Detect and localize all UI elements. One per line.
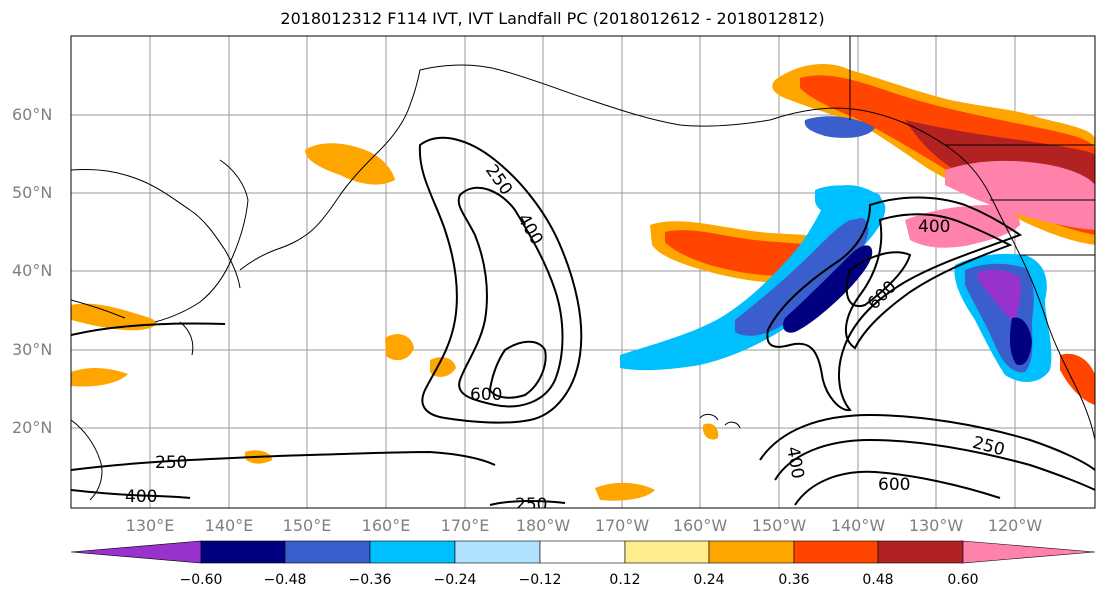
lon-label: 150°W <box>751 516 807 535</box>
colorbar-tick-label: −0.36 <box>348 572 392 588</box>
map-title: 2018012312 F114 IVT, IVT Landfall PC (20… <box>280 9 825 28</box>
lon-label: 170°W <box>594 516 650 535</box>
colorbar-tick-label: −0.60 <box>179 572 223 588</box>
negative-anomaly-ne <box>815 185 881 220</box>
contour-label: 600 <box>470 385 502 405</box>
lon-label: 150°E <box>282 516 332 535</box>
contour-250-south <box>489 499 566 506</box>
colorbar-segment <box>793 540 879 564</box>
contour-label: 250 <box>515 495 547 515</box>
positive-patch-3 <box>595 482 655 501</box>
lat-label: 20°N <box>12 418 53 437</box>
lat-label: 60°N <box>12 105 53 124</box>
negative-anomaly-band-mid <box>735 217 869 336</box>
colorbar-tick-label: 0.60 <box>947 572 979 588</box>
positive-patch-kamchatka <box>305 143 395 185</box>
lat-label: 50°N <box>12 183 53 202</box>
lon-label: 180°W <box>515 516 571 535</box>
lon-label: 160°E <box>361 516 411 535</box>
colorbar-segment <box>962 540 1096 564</box>
positive-patch-west-1 <box>71 303 156 331</box>
positive-patch-1 <box>385 334 414 361</box>
map-frame <box>70 35 1096 509</box>
negative-anomaly-band-core <box>783 245 873 333</box>
colorbar-tick-label: 0.36 <box>778 572 810 588</box>
contour-label: 400 <box>918 217 950 237</box>
contour-600-east <box>845 251 912 308</box>
contour-label: 400 <box>125 487 157 507</box>
negative-anomaly-california-purple <box>977 270 1021 322</box>
positive-patch-4 <box>1060 353 1095 405</box>
contour-400-midpacific <box>457 186 564 408</box>
ivt-shading <box>71 64 1095 501</box>
contour-250-midpacific <box>418 136 583 424</box>
positive-patch-2 <box>430 357 456 377</box>
negative-anomaly-band <box>620 185 886 371</box>
colorbar-tick-label: 0.24 <box>693 572 725 588</box>
colorbar <box>70 540 1096 564</box>
contour-400-sw <box>71 489 191 499</box>
negative-anomaly-north <box>804 116 875 138</box>
contour-600-southeast <box>794 470 1001 506</box>
colorbar-tick-label: −0.24 <box>433 572 477 588</box>
lat-label: 40°N <box>12 261 53 280</box>
colorbar-tick-label: −0.12 <box>518 572 562 588</box>
contour-250-west <box>71 322 226 336</box>
contour-250-sw <box>71 450 496 471</box>
ivt-contours <box>71 136 1095 506</box>
lon-label: 140°W <box>830 516 886 535</box>
positive-anomaly-bc-pink <box>945 160 1095 230</box>
contour-labels: 250 400 600 250 400 600 400 600 250 400 … <box>125 161 1007 515</box>
colorbar-segment <box>284 540 371 564</box>
lon-label: 130°E <box>125 516 175 535</box>
lon-label: 130°W <box>908 516 964 535</box>
coastlines <box>71 36 1095 501</box>
colorbar-segment <box>200 540 286 564</box>
lon-label: 140°E <box>204 516 254 535</box>
negative-anomaly-california-core <box>1009 317 1032 366</box>
lat-label: 30°N <box>12 340 53 359</box>
colorbar-tick-label: 0.48 <box>862 572 894 588</box>
contour-600-midpacific <box>488 340 547 399</box>
positive-patch-west-2 <box>71 367 128 387</box>
colorbar-segment <box>877 540 964 564</box>
positive-patch-5 <box>703 423 719 440</box>
contour-400-east <box>844 213 1013 350</box>
colorbar-segment <box>454 540 541 564</box>
colorbar-segment <box>369 540 456 564</box>
colorbar-segment <box>624 540 710 564</box>
lon-label: 170°E <box>440 516 490 535</box>
colorbar-tick-label: −0.48 <box>263 572 307 588</box>
contour-label: 250 <box>155 453 187 473</box>
contour-250-east <box>766 196 1023 412</box>
colorbar-segment <box>70 540 202 564</box>
contour-label: 600 <box>878 475 910 495</box>
lon-label: 120°W <box>987 516 1043 535</box>
colorbar-segment <box>708 540 795 564</box>
colorbar-tick-label: 0.12 <box>609 572 641 588</box>
colorbar-segment <box>539 540 626 564</box>
contour-250-southeast <box>759 413 1095 471</box>
contour-400-southeast <box>774 438 1095 491</box>
lon-label: 160°W <box>672 516 728 535</box>
